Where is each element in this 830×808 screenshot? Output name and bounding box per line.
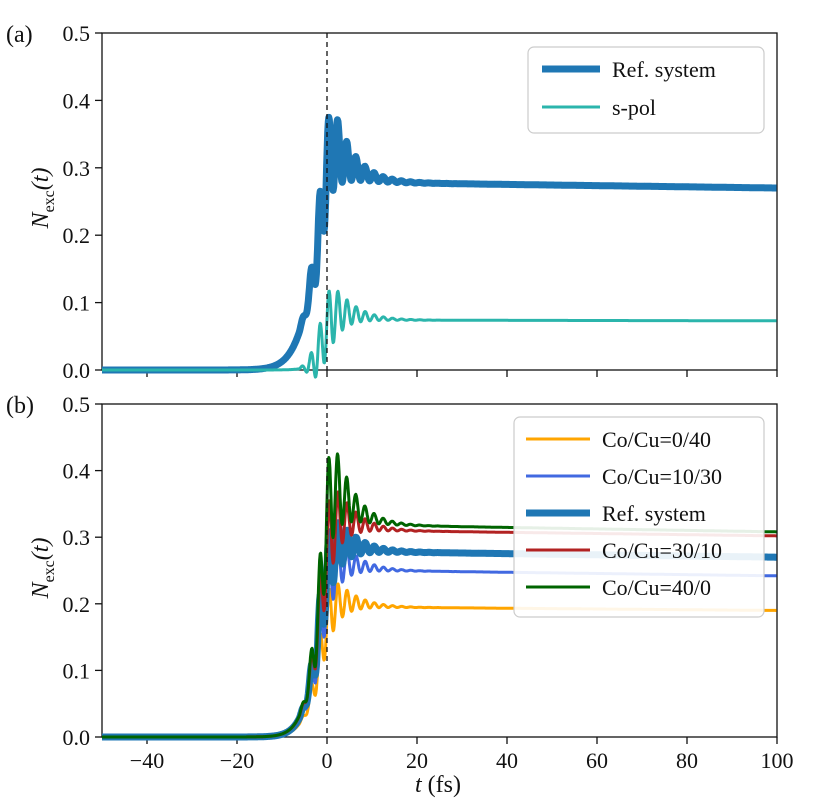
y-tick-label: 0.0 <box>63 358 91 383</box>
legend-label: Ref. system <box>602 501 706 526</box>
y-tick-label: 0.4 <box>63 88 91 113</box>
x-tick-label: 0 <box>322 748 333 773</box>
panel-a-axes: 0.0 0.1 0.2 0.3 0.4 0.5 <box>63 21 778 383</box>
y-tick-label: 0.3 <box>63 525 91 550</box>
panel-a: (a) 0.0 0.1 0.2 0.3 0.4 0.5 Ref. system s-pol <box>6 21 780 383</box>
legend-label: Ref. system <box>612 57 716 82</box>
y-tick-label: 0.3 <box>63 156 91 181</box>
panel-a-series <box>99 33 780 379</box>
plot-frame <box>101 403 778 738</box>
panel-b-axes: 0.0 0.1 0.2 0.3 0.4 0.5 −40 −20 0 20 40 60 80 100 <box>63 392 794 773</box>
panel-a-legend: Ref. system s-pol <box>527 46 765 134</box>
y-tick-label: 0.4 <box>63 459 91 484</box>
x-tick-label: −40 <box>130 748 164 773</box>
legend-label: Co/Cu=40/0 <box>602 575 711 600</box>
legend-label: Co/Cu=10/30 <box>602 464 722 489</box>
legend-label: s-pol <box>612 95 656 120</box>
x-tick-label: 80 <box>676 748 698 773</box>
y-tick-label: 0.1 <box>63 658 91 683</box>
legend-label: Co/Cu=0/40 <box>602 427 711 452</box>
x-tick-label: 100 <box>761 748 794 773</box>
y-tick-label: 0.5 <box>63 21 91 46</box>
y-tick-label: 0.1 <box>63 291 91 316</box>
series-line-0 <box>99 113 780 374</box>
y-tick-label: 0.5 <box>63 392 91 417</box>
legend-label: Co/Cu=30/10 <box>602 538 722 563</box>
x-axis-label-var: t <box>415 772 423 798</box>
x-axis-label: t (fs) <box>415 772 461 798</box>
series-line-1 <box>101 289 778 379</box>
x-tick-label: −20 <box>220 748 254 773</box>
panel-b-legend: Co/Cu=0/40 Co/Cu=10/30 Ref. system Co/Cu=30… <box>513 416 765 618</box>
x-axis-label-unit: (fs) <box>422 772 461 798</box>
y-tick-label: 0.2 <box>63 592 91 617</box>
y-tick-label: 0.2 <box>63 223 91 248</box>
y-tick-label: 0.0 <box>63 725 91 750</box>
panel-b-tag: (b) <box>6 393 34 419</box>
x-tick-label: 20 <box>406 748 428 773</box>
y-axis-label-b: Nexc(t) <box>28 538 58 600</box>
panel-a-tag: (a) <box>6 22 33 48</box>
plot-frame <box>101 32 778 371</box>
panel-b: (b) 0.0 0.1 0.2 0.3 0.4 0.5 −40 −20 0 20 40 60 80 100… <box>6 392 794 773</box>
y-axis-label-a: Nexc(t) <box>28 168 58 230</box>
x-tick-label: 60 <box>586 748 608 773</box>
legend-box <box>513 416 765 618</box>
x-tick-label: 40 <box>496 748 518 773</box>
